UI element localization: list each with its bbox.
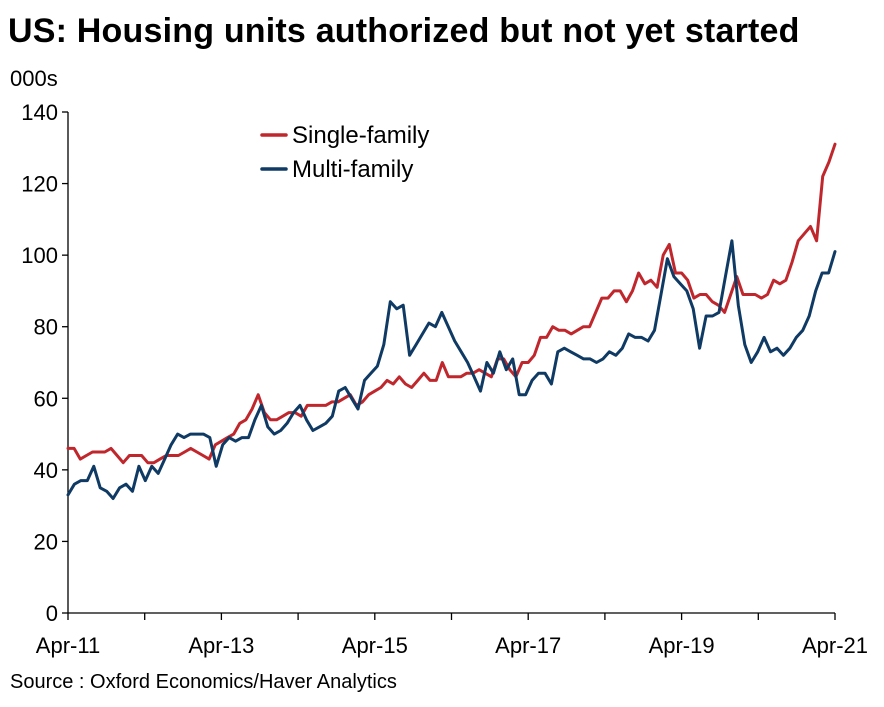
x-tick-label: Apr-21 <box>802 633 868 658</box>
x-tick-label: Apr-19 <box>649 633 715 658</box>
y-tick-label: 100 <box>21 243 58 268</box>
x-tick-label: Apr-13 <box>188 633 254 658</box>
single-family-legend-label: Single-family <box>292 122 429 149</box>
y-tick-label: 80 <box>34 315 58 340</box>
single-family-series-line <box>66 142 837 465</box>
y-tick-label: 60 <box>34 386 58 411</box>
y-axis-unit-label: 000s <box>10 66 58 91</box>
y-tick-label: 0 <box>46 601 58 626</box>
series-layer <box>66 142 837 500</box>
multi-family-series-line <box>66 239 837 500</box>
chart-legend: Single-family Multi-family <box>260 122 429 183</box>
x-tick-label: Apr-17 <box>495 633 561 658</box>
source-note: Source : Oxford Economics/Haver Analytic… <box>10 671 397 693</box>
chart-title: US: Housing units authorized but not yet… <box>8 12 800 50</box>
y-tick-label: 140 <box>21 100 58 125</box>
chart-axes: 0 20 40 60 80 100 120 140 Apr-11 Apr-13 Apr-15 Apr-… <box>21 100 868 658</box>
y-tick-label: 40 <box>34 458 58 483</box>
y-tick-label: 120 <box>21 172 58 197</box>
x-tick-label: Apr-15 <box>342 633 408 658</box>
multi-family-legend-label: Multi-family <box>292 156 413 183</box>
y-tick-label: 20 <box>34 529 58 554</box>
x-tick-label: Apr-11 <box>36 633 100 658</box>
